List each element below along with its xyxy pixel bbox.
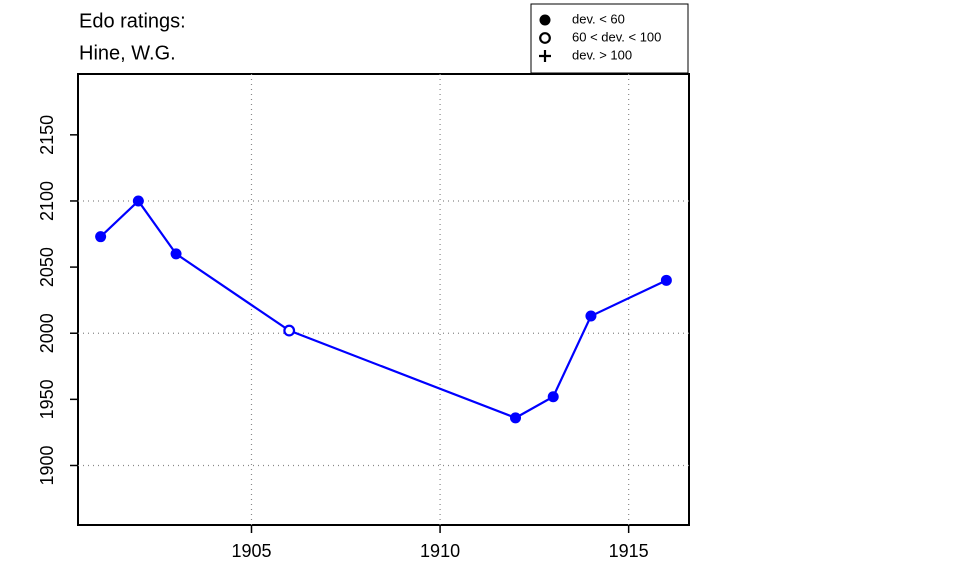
legend-symbol	[539, 14, 551, 26]
data-point	[585, 310, 597, 322]
series-line	[99, 199, 667, 420]
legend-label: dev. < 60	[572, 11, 625, 26]
y-tick-label: 2150	[37, 115, 57, 155]
y-tick-label: 2050	[37, 247, 57, 287]
data-point	[660, 274, 672, 286]
data-point	[510, 412, 522, 424]
y-tick-label: 1950	[37, 379, 57, 419]
legend-label: dev. > 100	[572, 47, 632, 62]
data-point	[95, 231, 107, 243]
legend-symbol	[539, 32, 551, 44]
y-tick-label: 2100	[37, 181, 57, 221]
data-point	[283, 324, 296, 337]
legend-box	[530, 3, 689, 74]
x-tick-label: 1910	[420, 541, 460, 561]
y-tick-label: 1900	[37, 445, 57, 485]
x-tick-label: 1905	[231, 541, 271, 561]
x-tick-label: 1915	[609, 541, 649, 561]
data-point	[547, 391, 559, 403]
data-point	[170, 248, 182, 260]
legend-label: 60 < dev. < 100	[572, 29, 661, 44]
chart-title: Edo ratings:	[79, 10, 186, 32]
chart-subtitle: Hine, W.G.	[79, 42, 176, 64]
data-point	[132, 195, 144, 207]
y-tick-label: 2000	[37, 313, 57, 353]
legend-symbol	[539, 50, 551, 62]
plot-frame	[77, 73, 690, 526]
